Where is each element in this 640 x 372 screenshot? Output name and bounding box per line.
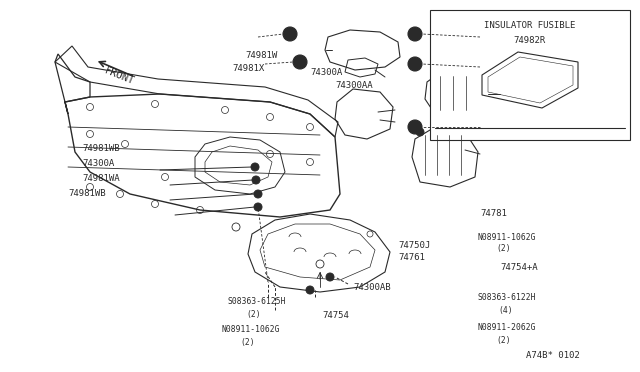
Text: N08911-1062G: N08911-1062G [478,232,536,241]
Circle shape [326,273,334,281]
Text: (2): (2) [246,310,260,318]
Circle shape [416,128,424,136]
Text: S: S [413,60,417,68]
Circle shape [408,27,422,41]
Text: 74754: 74754 [322,311,349,321]
Text: 74300AB: 74300AB [353,283,390,292]
Text: 74754+A: 74754+A [500,263,538,273]
Text: N: N [288,31,292,37]
Circle shape [251,163,259,171]
Text: INSULATOR FUSIBLE: INSULATOR FUSIBLE [484,20,576,29]
Circle shape [254,190,262,198]
Text: 74781: 74781 [480,208,507,218]
Circle shape [408,120,422,134]
Text: FRONT: FRONT [103,65,136,86]
Text: 74981WB: 74981WB [68,189,106,198]
Text: (4): (4) [498,305,513,314]
Text: N: N [413,31,417,37]
Text: S: S [298,58,302,67]
Circle shape [408,57,422,71]
Text: (2): (2) [496,336,511,344]
Bar [430,10,630,140]
Text: 74761: 74761 [398,253,425,263]
Text: S08363-6125H: S08363-6125H [228,298,287,307]
Circle shape [306,286,314,294]
Text: 74300A: 74300A [82,158,115,167]
Circle shape [293,55,307,69]
Text: (2): (2) [496,244,511,253]
Text: 74300AA: 74300AA [335,80,372,90]
Circle shape [254,203,262,211]
Text: 74982R: 74982R [514,35,546,45]
Text: N08911-2062G: N08911-2062G [478,324,536,333]
Text: (2): (2) [240,337,255,346]
Text: 74981W: 74981W [245,51,277,60]
Text: 74750J: 74750J [398,241,430,250]
Text: 74981X: 74981X [232,64,264,73]
Text: S08363-6122H: S08363-6122H [478,294,536,302]
Text: 74300A: 74300A [310,67,342,77]
Text: A74B* 0102: A74B* 0102 [526,351,580,360]
Text: N08911-1062G: N08911-1062G [222,326,280,334]
Circle shape [252,176,260,184]
Circle shape [283,27,297,41]
Text: N: N [413,124,417,130]
Text: 74981WA: 74981WA [82,173,120,183]
Text: 74981WB: 74981WB [82,144,120,153]
